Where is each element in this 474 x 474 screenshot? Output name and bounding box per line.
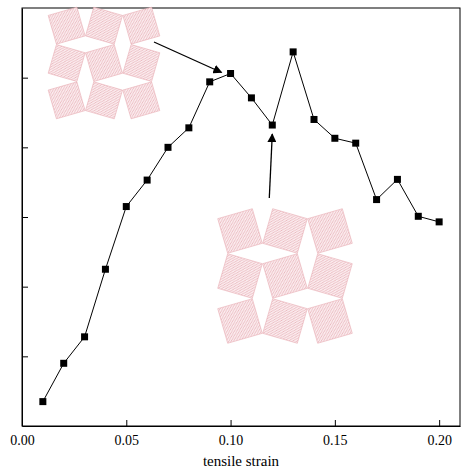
marker — [185, 124, 192, 131]
inset-square — [123, 45, 160, 82]
marker — [373, 196, 380, 203]
y-tick-mark — [22, 78, 28, 79]
inset-square — [48, 45, 85, 82]
marker — [39, 398, 46, 405]
marker — [144, 177, 151, 184]
y-tick — [22, 147, 28, 148]
marker — [248, 94, 255, 101]
marker — [123, 203, 130, 210]
plot: 0.00 0.05 0.10 0.15 0.20 — [10, 7, 460, 448]
x-axis-title: tensile strain — [203, 453, 280, 469]
inset-square — [86, 45, 123, 82]
y-tick-mark — [22, 217, 28, 218]
marker — [60, 360, 67, 367]
arrow — [269, 134, 272, 198]
inset-square — [123, 82, 160, 119]
x-tick: 0.10 — [219, 420, 244, 448]
inset-square — [308, 299, 353, 344]
marker — [165, 144, 172, 151]
x-tick-mark — [439, 420, 440, 426]
inset-square — [263, 254, 308, 299]
x-tick: 0.20 — [427, 420, 452, 448]
y-tick-mark — [22, 147, 28, 148]
marker — [102, 266, 109, 273]
inset-square — [123, 7, 160, 44]
marker — [352, 140, 359, 147]
marker — [81, 333, 88, 340]
inset-square — [218, 209, 263, 254]
inset-square — [308, 254, 353, 299]
marker — [227, 70, 234, 77]
marker — [331, 135, 338, 142]
x-tick-mark — [335, 420, 336, 426]
marker — [394, 176, 401, 183]
x-tick-label: 0.10 — [219, 433, 244, 448]
marker — [415, 213, 422, 220]
inset-square — [263, 209, 308, 254]
x-tick-label: 0.15 — [323, 433, 348, 448]
series-line — [43, 52, 439, 402]
plot-frame — [22, 8, 460, 426]
marker — [269, 122, 276, 129]
y-tick — [22, 287, 28, 288]
y-tick-mark — [22, 356, 28, 357]
inset-square — [218, 254, 263, 299]
marker — [311, 116, 318, 123]
inset-structure-1 — [48, 7, 160, 119]
marker — [290, 48, 297, 55]
y-axis — [22, 9, 28, 427]
x-tick: 0.15 — [323, 420, 348, 448]
inset-square — [308, 209, 353, 254]
inset-square — [86, 82, 123, 119]
data-layer — [39, 48, 442, 405]
x-axis-line — [23, 426, 461, 427]
inset-square — [218, 299, 263, 344]
x-tick-mark — [231, 420, 232, 426]
chart: 0.00 0.05 0.10 0.15 0.20 tensile strain — [0, 0, 474, 474]
y-tick — [22, 217, 28, 218]
y-tick — [22, 356, 28, 357]
inset-square — [86, 7, 123, 44]
x-tick-label: 0.20 — [427, 433, 452, 448]
x-axis: 0.00 0.05 0.10 0.15 0.20 — [10, 420, 460, 448]
x-tick: 0.05 — [115, 420, 139, 448]
marker — [206, 78, 213, 85]
y-tick — [22, 78, 28, 79]
inset-square — [48, 7, 85, 44]
x-tick-mark — [126, 420, 127, 426]
x-tick-label: 0.05 — [115, 433, 139, 448]
inset-structure-2 — [218, 209, 353, 344]
arrow — [154, 42, 222, 72]
inset-square — [263, 299, 308, 344]
y-tick-mark — [22, 287, 28, 288]
inset-square — [48, 82, 85, 119]
marker — [436, 218, 443, 225]
x-tick-label: 0.00 — [10, 433, 35, 448]
